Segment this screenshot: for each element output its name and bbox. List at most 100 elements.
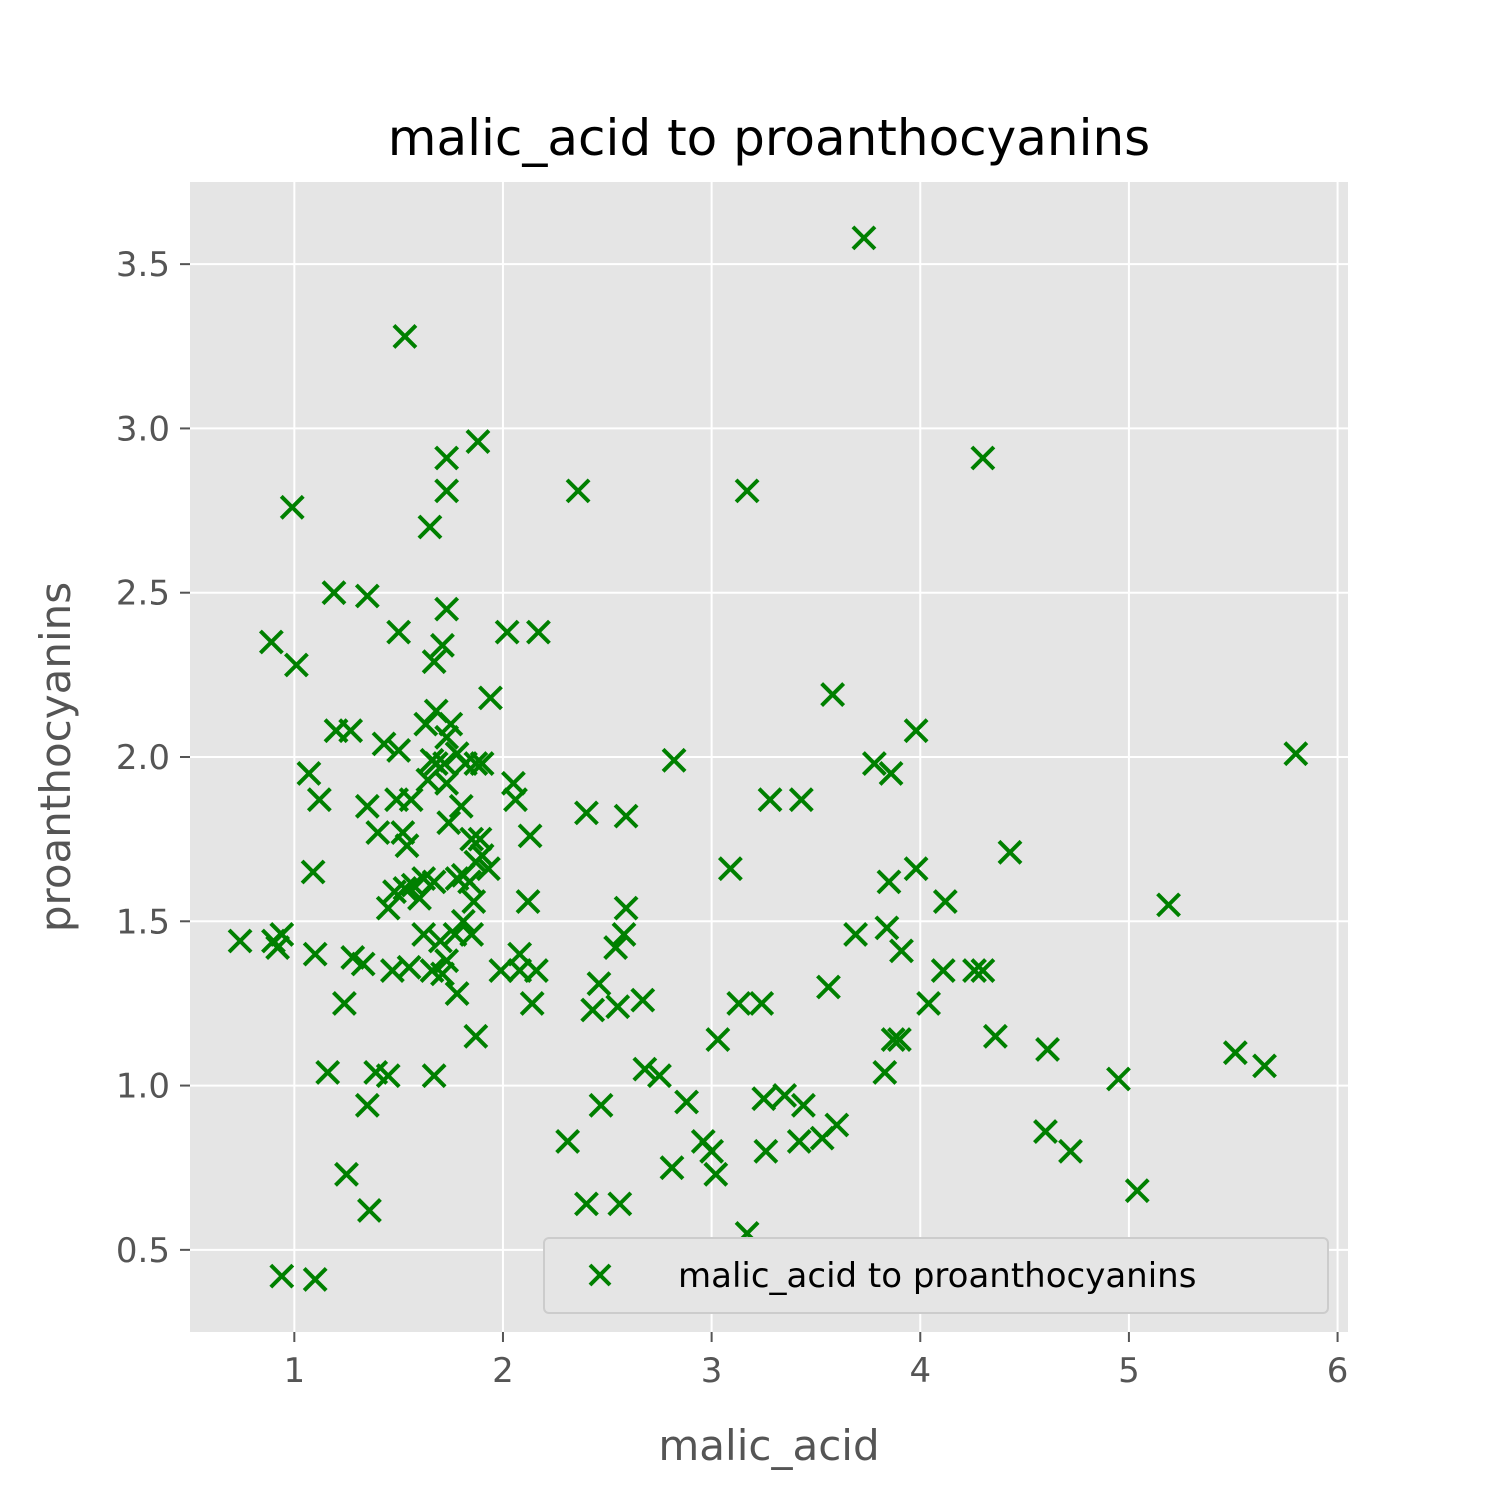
data-point xyxy=(809,1125,835,1151)
data-point xyxy=(517,823,543,849)
data-point xyxy=(503,787,528,813)
data-point xyxy=(997,839,1023,865)
data-point xyxy=(457,869,483,895)
data-point xyxy=(265,935,291,960)
data-point xyxy=(269,1263,295,1289)
data-point xyxy=(674,1089,699,1115)
data-point xyxy=(434,445,460,471)
data-point xyxy=(375,1063,401,1089)
data-point xyxy=(749,991,775,1016)
data-point xyxy=(1106,1066,1131,1092)
axis-ticks: 1 2 3 4 5 6 0.5 1.0 1.5 2.0 2.5 3.0 3.5 xyxy=(116,245,1348,1391)
data-point xyxy=(331,991,357,1016)
data-point xyxy=(392,876,418,901)
legend: malic_acid to proanthocyanins xyxy=(543,1237,1329,1314)
data-point xyxy=(772,1083,798,1108)
data-point xyxy=(574,1191,599,1217)
y-tick-label: 1.0 xyxy=(116,1067,170,1107)
data-point xyxy=(1156,892,1181,918)
data-point xyxy=(434,724,460,750)
data-point xyxy=(523,958,549,983)
x-tick-label: 2 xyxy=(492,1351,514,1391)
data-point xyxy=(705,1027,731,1052)
data-point xyxy=(306,787,332,813)
data-point xyxy=(515,889,541,914)
grid xyxy=(190,182,1348,1332)
data-point xyxy=(630,987,656,1013)
data-point xyxy=(903,856,929,882)
x-tick-label: 1 xyxy=(284,1351,306,1391)
data-point xyxy=(379,958,405,983)
data-point xyxy=(613,895,639,921)
data-point xyxy=(555,1129,581,1154)
data-point xyxy=(461,889,487,914)
data-point xyxy=(475,856,501,882)
data-point xyxy=(605,994,631,1020)
x-tick-label: 4 xyxy=(909,1351,931,1391)
data-point xyxy=(962,958,987,983)
y-tick-label: 2.5 xyxy=(116,574,170,614)
data-point xyxy=(791,1092,816,1118)
data-point xyxy=(478,685,503,711)
data-point xyxy=(407,885,432,911)
data-point xyxy=(411,922,437,947)
data-point xyxy=(421,649,447,675)
data-point xyxy=(417,514,443,540)
data-point xyxy=(427,928,453,954)
data-point xyxy=(394,833,420,859)
data-point xyxy=(930,958,956,983)
data-point xyxy=(459,826,485,852)
data-point xyxy=(613,803,639,829)
data-point xyxy=(463,1023,489,1049)
data-point xyxy=(889,938,914,964)
data-point xyxy=(415,767,441,793)
data-point xyxy=(982,1023,1008,1049)
data-point xyxy=(876,869,902,895)
data-point xyxy=(872,1060,898,1085)
data-point xyxy=(717,856,743,882)
data-point xyxy=(392,324,418,349)
data-point xyxy=(463,751,489,776)
data-point xyxy=(354,583,380,609)
data-point xyxy=(375,895,401,921)
data-point xyxy=(459,922,485,947)
data-point xyxy=(386,738,412,763)
y-tick-label: 0.5 xyxy=(116,1231,170,1271)
data-point xyxy=(703,1161,729,1187)
data-point xyxy=(659,1155,685,1181)
data-point xyxy=(647,1063,672,1089)
data-point xyxy=(469,751,495,776)
data-point xyxy=(444,981,470,1006)
data-point xyxy=(1283,741,1309,767)
data-point xyxy=(302,1267,328,1292)
data-point xyxy=(786,1129,812,1154)
data-point xyxy=(227,928,253,954)
data-point xyxy=(488,958,514,983)
data-point xyxy=(753,1138,779,1164)
data-point xyxy=(430,961,455,987)
data-point xyxy=(350,951,376,977)
data-point xyxy=(338,718,364,744)
data-point xyxy=(386,619,412,645)
data-point xyxy=(820,682,846,707)
data-point xyxy=(300,859,326,885)
data-point xyxy=(611,922,637,947)
data-point xyxy=(880,1027,906,1052)
data-point xyxy=(861,751,887,776)
legend-box xyxy=(543,1237,1329,1314)
data-point xyxy=(699,1138,725,1164)
data-point xyxy=(371,731,397,757)
data-point xyxy=(258,629,284,655)
data-point xyxy=(970,445,996,471)
data-point xyxy=(494,619,520,645)
data-point xyxy=(734,478,760,504)
data-point xyxy=(465,429,491,454)
y-tick-label: 1.5 xyxy=(116,902,170,942)
y-tick-label: 2.0 xyxy=(116,738,170,778)
y-tick-label: 3.0 xyxy=(116,409,170,449)
data-point xyxy=(421,1063,447,1089)
data-point xyxy=(430,632,455,658)
data-point xyxy=(1252,1053,1277,1079)
data-point xyxy=(315,1060,341,1085)
